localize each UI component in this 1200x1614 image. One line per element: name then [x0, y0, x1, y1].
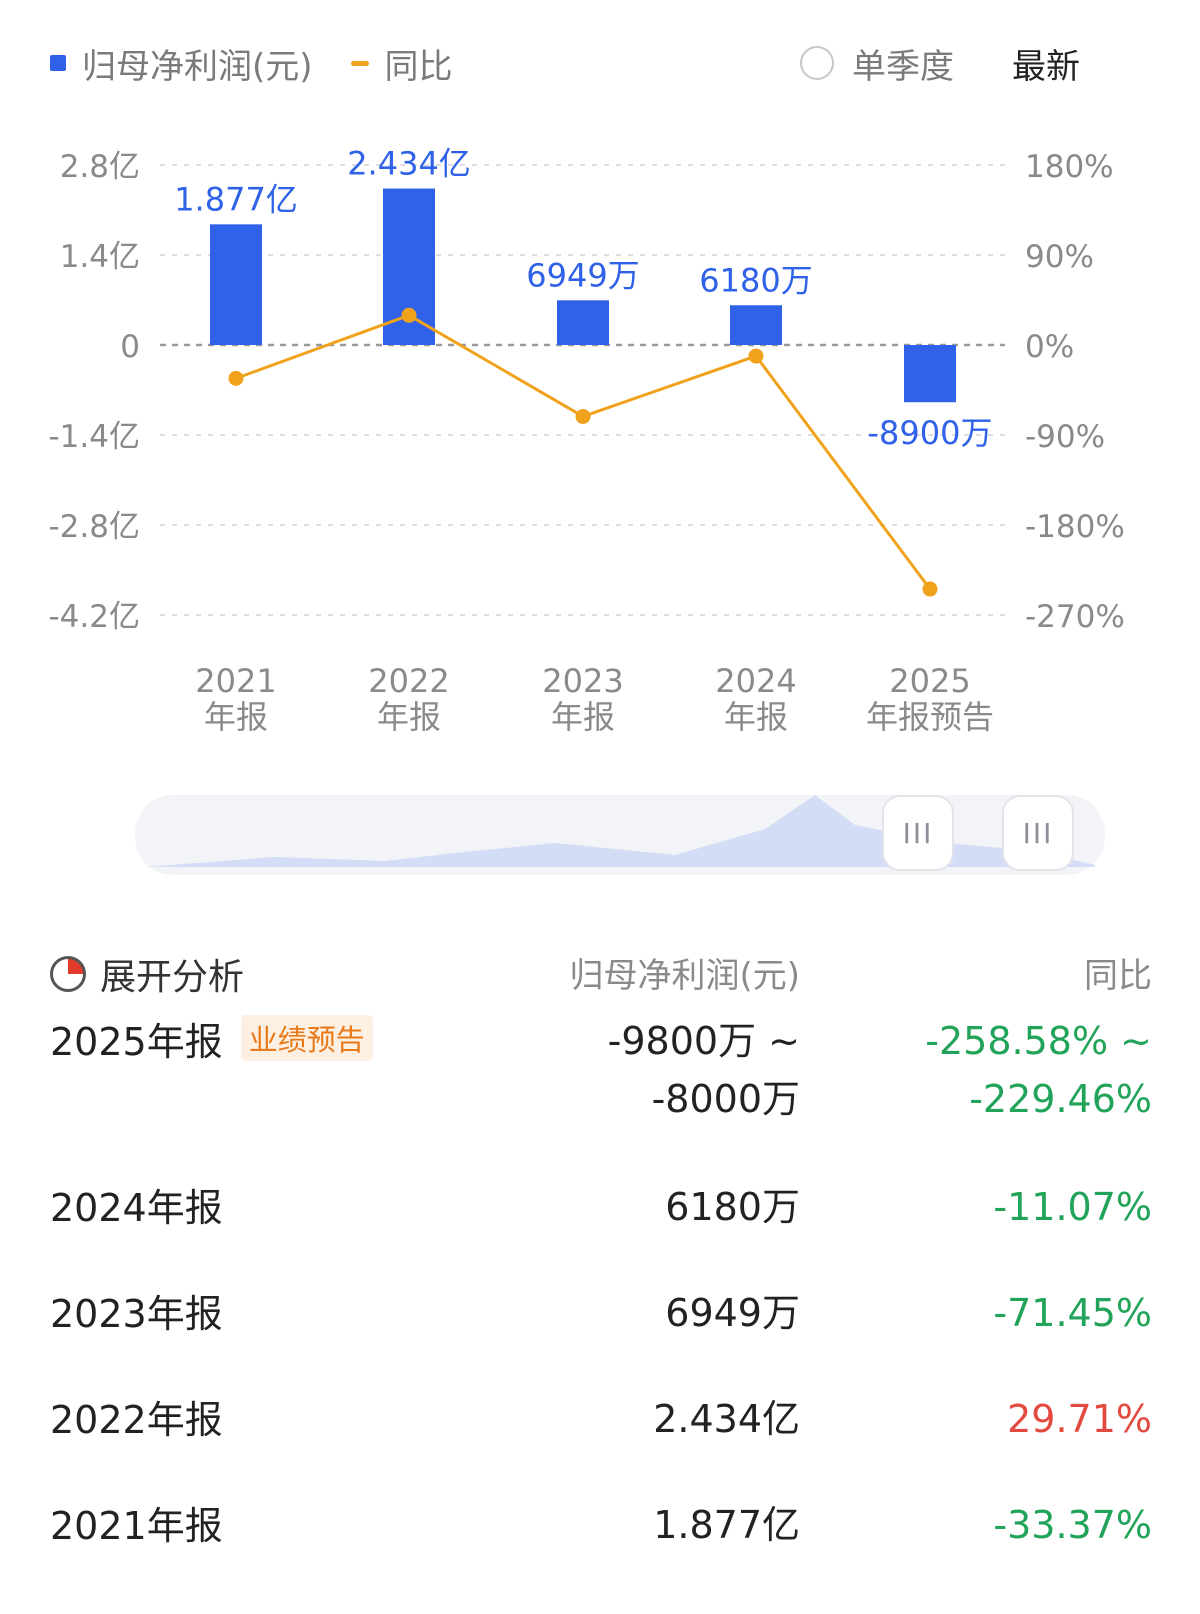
row-period: 2021年报 [50, 1503, 223, 1548]
bar-value-label: 1.877亿 [174, 180, 298, 218]
row-value: 1.877亿 [653, 1503, 800, 1547]
bar [557, 300, 609, 345]
row-value: 2.434亿 [653, 1397, 800, 1441]
x-tick-label: 年报预告 [866, 698, 994, 736]
row-yoy: -71.45% [993, 1291, 1152, 1335]
radio-icon[interactable] [800, 46, 834, 80]
x-tick-label: 2021 [195, 662, 276, 700]
y-left-tick-label: -2.8亿 [49, 509, 141, 545]
bar [210, 224, 262, 345]
single-quarter-toggle[interactable]: 单季度 [800, 38, 954, 88]
row-yoy: -33.37% [993, 1503, 1152, 1547]
expand-analysis-button[interactable]: 展开分析 [50, 948, 244, 1000]
y-left-tick-label: -1.4亿 [49, 419, 141, 455]
y-left-tick-label: 2.8亿 [60, 149, 140, 185]
net-profit-legend-label: 归母净利润(元) [82, 46, 313, 87]
chart-legend: 归母净利润(元) 同比 [50, 38, 453, 88]
row-yoy-low: -258.58% ~ [925, 1019, 1152, 1063]
x-tick-label: 年报 [551, 698, 615, 736]
x-tick-label: 2023 [542, 662, 623, 700]
pie-chart-icon [50, 956, 86, 992]
expand-analysis-label: 展开分析 [100, 957, 245, 998]
yoy-legend-label: 同比 [384, 46, 453, 87]
y-right-tick-label: -90% [1025, 419, 1105, 455]
y-left-tick-label: 0 [120, 329, 140, 365]
bar [730, 305, 782, 345]
yoy-legend-swatch [350, 60, 369, 66]
row-period: 2024年报 [50, 1185, 223, 1230]
row-value: 6180万 [665, 1185, 800, 1229]
x-tick-label: 2022 [368, 662, 449, 700]
latest-button[interactable]: 最新 [1012, 46, 1080, 87]
y-right-tick-label: 0% [1025, 329, 1074, 365]
yoy-point [228, 370, 244, 386]
x-tick-label: 年报 [377, 698, 441, 736]
x-tick-label: 年报 [204, 698, 268, 736]
row-period: 2025年报 [50, 1019, 223, 1064]
yoy-point [748, 348, 764, 364]
navigator-preview [145, 795, 1095, 867]
row-yoy: -11.07% [993, 1185, 1152, 1229]
yoy-point [401, 307, 417, 323]
x-tick-label: 年报 [724, 698, 788, 736]
row-value: 6949万 [665, 1291, 800, 1335]
x-tick-label: 2025 [889, 662, 970, 700]
yoy-line [235, 313, 932, 590]
row-yoy: -258.58% ~ -229.46% [925, 1012, 1152, 1128]
profit-chart: 2.8亿 1.4亿 0 -1.4亿 -2.8亿 -4.2亿 180% 90% 0% -90% -18… [49, 145, 1125, 736]
y-right-tick-label: -180% [1025, 509, 1125, 545]
y-right-tick-label: 90% [1025, 239, 1094, 275]
y-left-tick-label: -4.2亿 [49, 599, 141, 635]
single-quarter-label: 单季度 [852, 46, 954, 87]
forecast-badge: 业绩预告 [240, 1015, 373, 1061]
y-right-tick-label: -270% [1025, 599, 1125, 635]
row-value-low: -9800万 ~ [607, 1019, 800, 1063]
bar-value-label: 6180万 [699, 261, 812, 299]
row-value-high: -8000万 [651, 1077, 800, 1121]
navigator-left-handle[interactable]: III [882, 795, 954, 871]
column-header-net-profit: 归母净利润(元) [569, 956, 800, 996]
y-right-tick-label: 180% [1025, 149, 1114, 185]
row-yoy-high: -229.46% [969, 1077, 1152, 1121]
yoy-point [922, 581, 938, 597]
row-period: 2023年报 [50, 1291, 223, 1336]
yoy-point [575, 408, 591, 424]
column-header-yoy: 同比 [1084, 956, 1152, 996]
bar [904, 345, 956, 403]
net-profit-legend-swatch [50, 55, 66, 71]
bar-value-label: 2.434亿 [347, 145, 471, 183]
navigator-right-handle[interactable]: III [1002, 795, 1074, 871]
y-left-tick-label: 1.4亿 [60, 239, 140, 275]
x-tick-label: 2024 [715, 662, 796, 700]
row-yoy: 29.71% [1007, 1397, 1152, 1441]
row-period-wrap: 2025年报 业绩预告 [50, 1012, 373, 1064]
range-navigator[interactable] [135, 795, 1105, 875]
table-header: 展开分析 归母净利润(元) 同比 [0, 940, 1200, 1000]
bar-value-label: -8900万 [868, 414, 993, 452]
row-value: -9800万 ~ -8000万 [608, 1012, 800, 1128]
bar-value-label: 6949万 [526, 256, 639, 294]
row-period: 2022年报 [50, 1397, 223, 1442]
